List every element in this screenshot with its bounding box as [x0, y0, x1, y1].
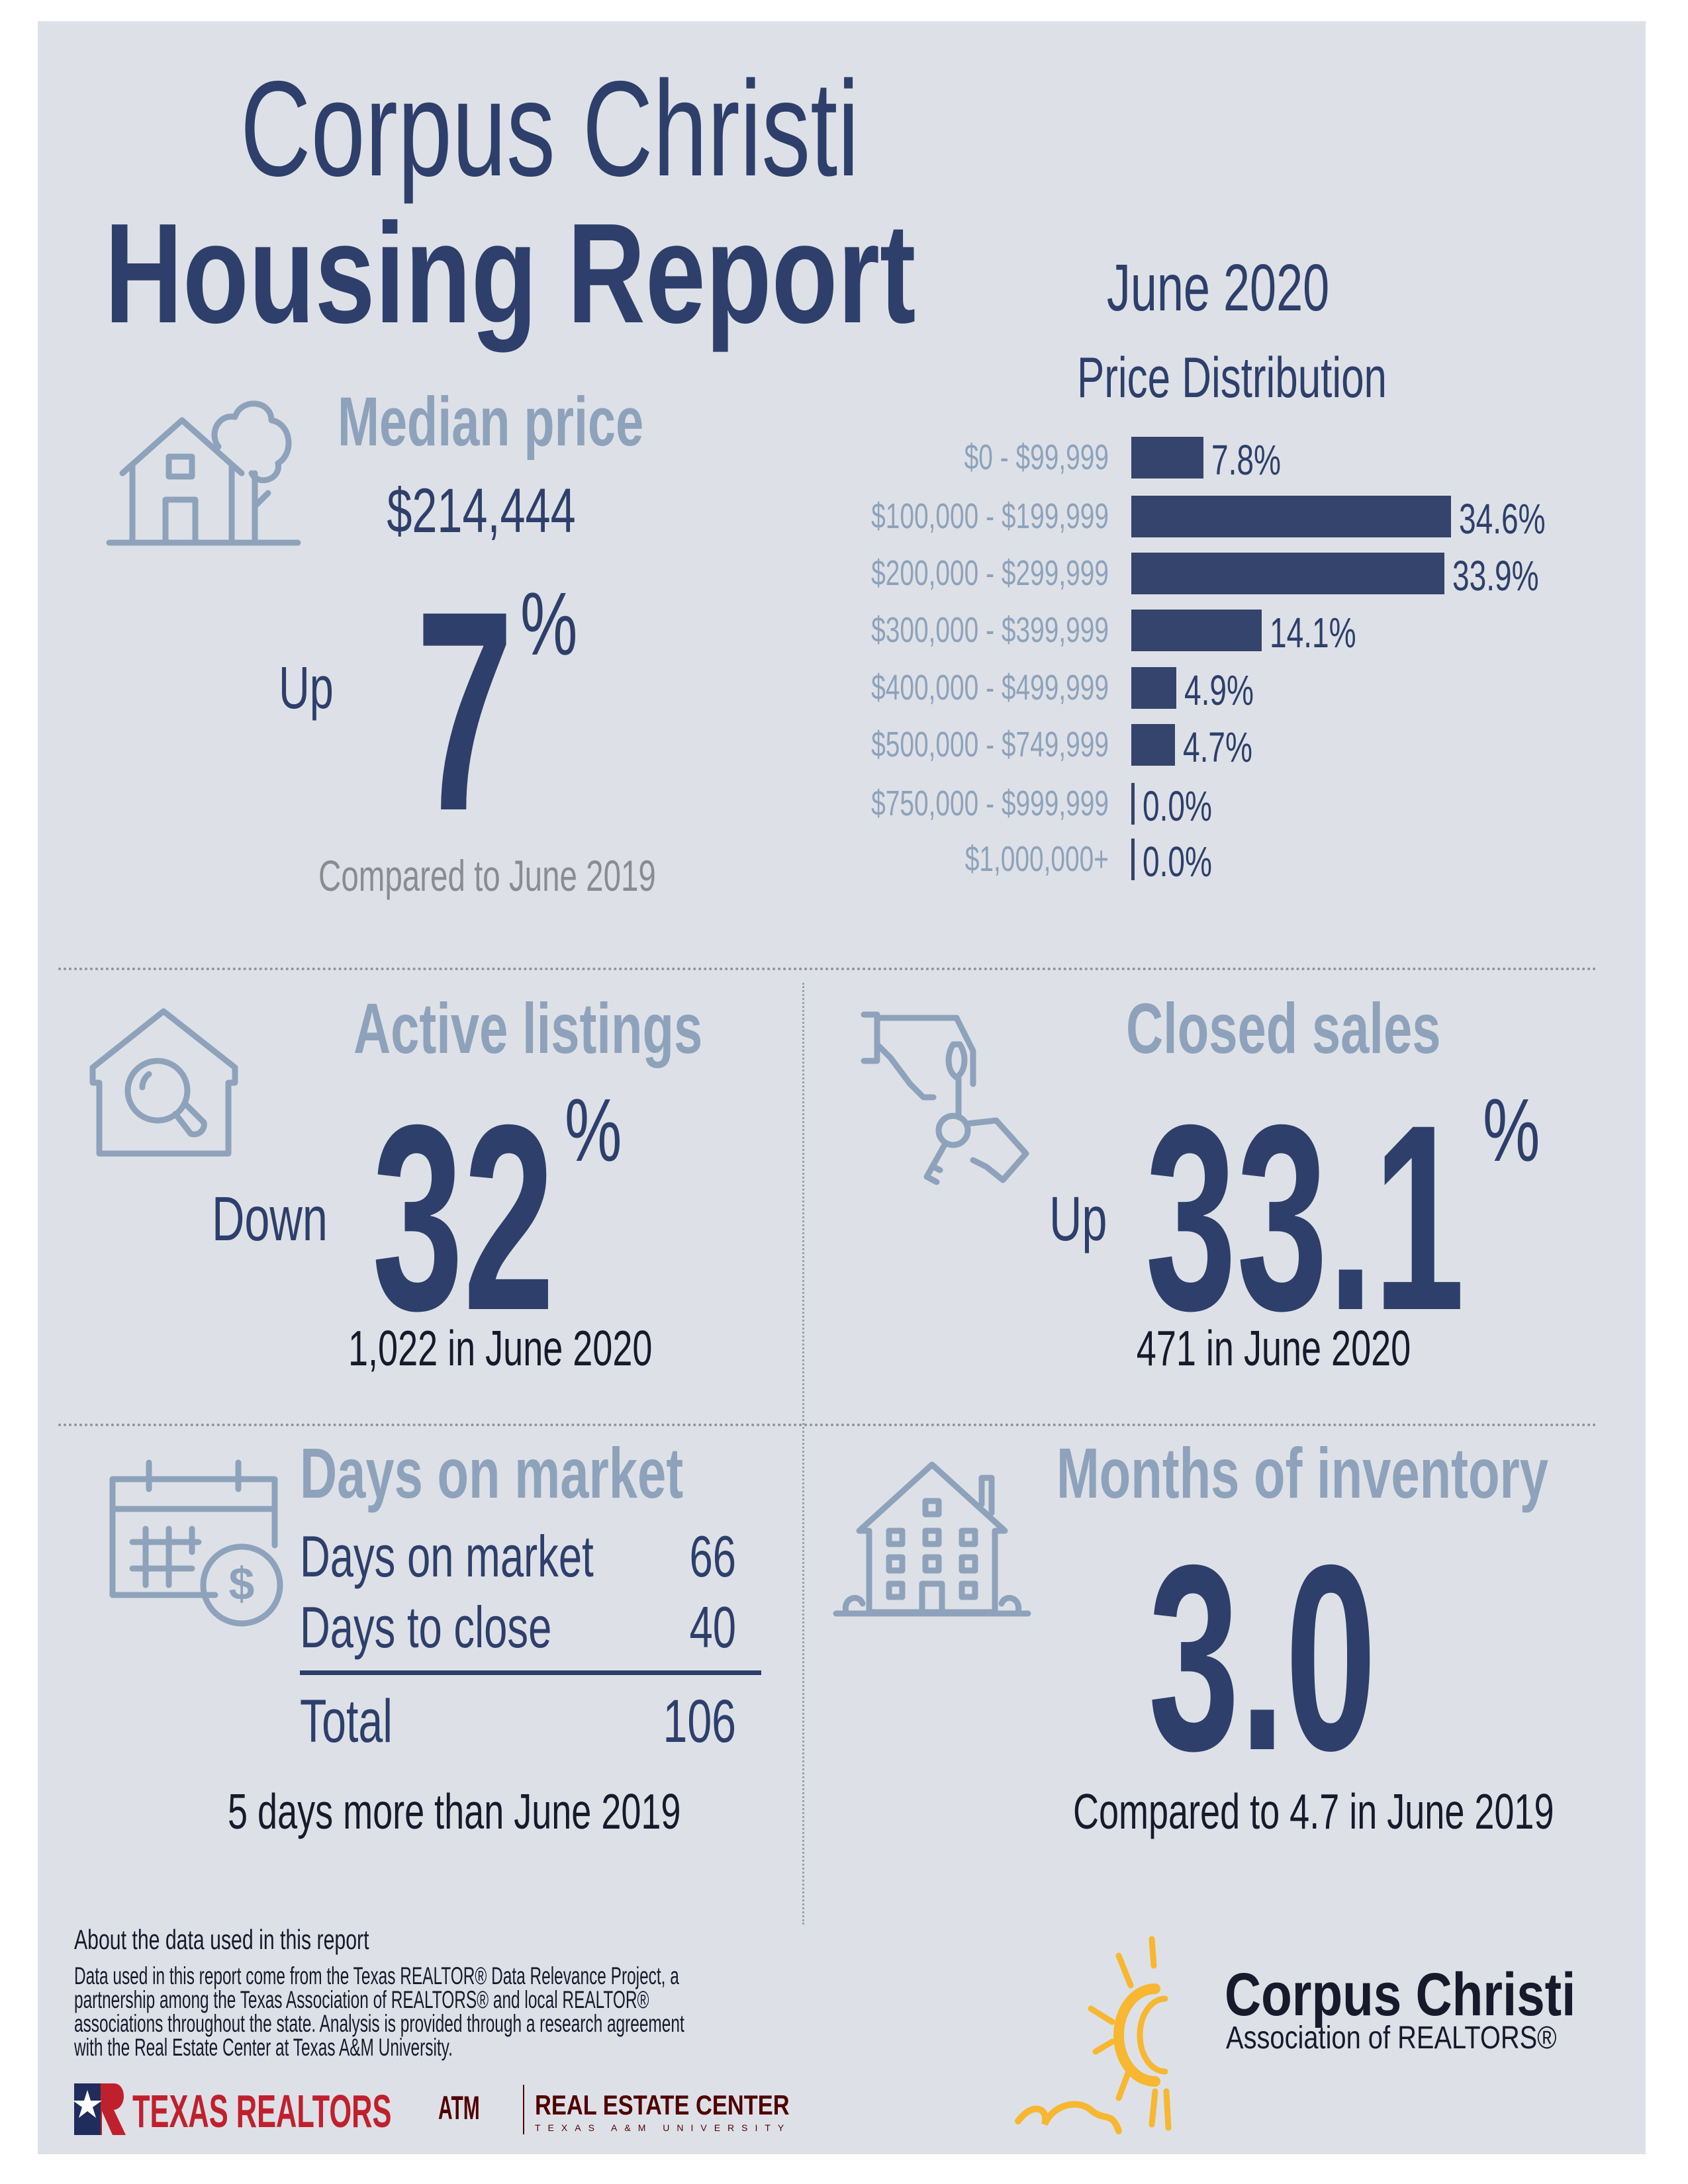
chart-data-label: 34.6% — [1459, 495, 1546, 543]
house-tree-icon — [106, 400, 301, 546]
svg-text:$: $ — [229, 1558, 255, 1610]
divider-horizontal-2 — [58, 1424, 1597, 1426]
apartment-house-icon — [833, 1461, 1031, 1617]
title-city: Corpus Christi — [240, 53, 860, 205]
chart-data-label: 4.9% — [1184, 666, 1254, 714]
real-estate-center-sub: TEXAS A&M UNIVERSITY — [535, 2122, 792, 2133]
chart-bar — [1131, 609, 1262, 651]
closed-sales-change: 33.1 — [1145, 1069, 1465, 1365]
active-listings-detail: 1,022 in June 2020 — [348, 1320, 653, 1376]
chart-data-label: 7.8% — [1211, 436, 1281, 484]
months-inventory-comparison: Compared to 4.7 in June 2019 — [1073, 1784, 1554, 1839]
chart-category-label: $200,000 - $299,999 — [871, 553, 1109, 593]
dom-row-value: 66 — [689, 1524, 736, 1589]
chart-bar — [1131, 436, 1203, 478]
months-inventory-heading: Months of inventory — [1056, 1433, 1549, 1513]
chart-bar — [1131, 782, 1135, 825]
total-rule — [300, 1670, 761, 1675]
active-listings-direction: Down — [212, 1184, 328, 1254]
dtc-row-label: Days to close — [300, 1594, 552, 1660]
house-search-icon — [89, 1008, 238, 1157]
active-listings-change: 32 — [372, 1069, 555, 1365]
chart-category-label: $750,000 - $999,999 — [871, 784, 1109, 823]
closed-sales-percent: % — [1483, 1080, 1540, 1180]
ccar-logo-name: Corpus Christi — [1225, 1961, 1576, 2028]
about-heading: About the data used in this report — [74, 1924, 369, 1955]
chart-bar — [1131, 495, 1452, 537]
about-line: Data used in this report come from the T… — [74, 1962, 679, 1989]
active-listings-percent: % — [565, 1080, 622, 1180]
report-period: June 2020 — [1106, 251, 1330, 325]
divider-horizontal-1 — [58, 968, 1597, 970]
texas-realtors-flag-icon — [74, 2083, 126, 2135]
days-on-market-comparison: 5 days more than June 2019 — [228, 1784, 681, 1839]
chart-category-label: $1,000,000+ — [964, 839, 1109, 879]
chart-data-label: 33.9% — [1452, 552, 1539, 600]
median-price-heading: Median price — [338, 383, 644, 461]
chart-category-label: $500,000 - $749,999 — [871, 725, 1109, 764]
total-label: Total — [300, 1688, 393, 1755]
chart-data-label: 4.7% — [1182, 723, 1252, 771]
closed-sales-detail: 471 in June 2020 — [1136, 1320, 1411, 1376]
calendar-dollar-icon: $ — [109, 1459, 283, 1627]
atm-logo: ATM — [438, 2089, 480, 2126]
report-panel — [38, 21, 1646, 2154]
title-report: Housing Report — [105, 193, 916, 353]
chart-bar — [1131, 552, 1445, 594]
months-inventory-value: 3.0 — [1148, 1510, 1377, 1805]
chart-data-label: 0.0% — [1143, 782, 1213, 830]
sun-logo-icon — [1015, 1936, 1172, 2134]
divider-vertical — [802, 983, 804, 1925]
closed-sales-direction: Up — [1049, 1184, 1107, 1254]
chart-category-label: $0 - $99,999 — [964, 437, 1109, 477]
about-line: partnership among the Texas Association … — [74, 1986, 649, 2013]
median-price-comparison: Compared to June 2019 — [318, 851, 656, 900]
dtc-row-value: 40 — [689, 1594, 736, 1660]
median-price-change: 7 — [416, 553, 514, 870]
days-on-market-heading: Days on market — [300, 1433, 684, 1513]
texas-realtors-logo: TEXAS REALTORS — [132, 2085, 392, 2137]
dom-row-label: Days on market — [300, 1524, 594, 1589]
active-listings-heading: Active listings — [353, 988, 703, 1068]
chart-data-label: 14.1% — [1269, 609, 1356, 657]
ccar-logo-association: Association of REALTORS® — [1226, 2021, 1557, 2056]
total-value: 106 — [663, 1688, 736, 1755]
chart-bar — [1131, 838, 1135, 880]
chart-bar — [1131, 723, 1175, 766]
logo-separator — [523, 2085, 524, 2134]
hand-keys-icon — [861, 1011, 1029, 1185]
median-price-value: $214,444 — [387, 476, 576, 546]
real-estate-center-logo: REAL ESTATE CENTER — [535, 2089, 790, 2120]
chart-bar — [1131, 666, 1177, 709]
closed-sales-heading: Closed sales — [1126, 988, 1441, 1068]
median-price-percent: % — [520, 574, 578, 674]
about-line: with the Real Estate Center at Texas A&M… — [74, 2034, 453, 2061]
chart-category-label: $300,000 - $399,999 — [871, 610, 1109, 650]
about-line: associations throughout the state. Analy… — [74, 2010, 684, 2037]
chart-title: Price Distribution — [1077, 346, 1387, 410]
median-price-direction: Up — [279, 655, 334, 721]
chart-data-label: 0.0% — [1143, 838, 1213, 886]
chart-category-label: $400,000 - $499,999 — [871, 668, 1109, 707]
chart-category-label: $100,000 - $199,999 — [871, 496, 1109, 536]
